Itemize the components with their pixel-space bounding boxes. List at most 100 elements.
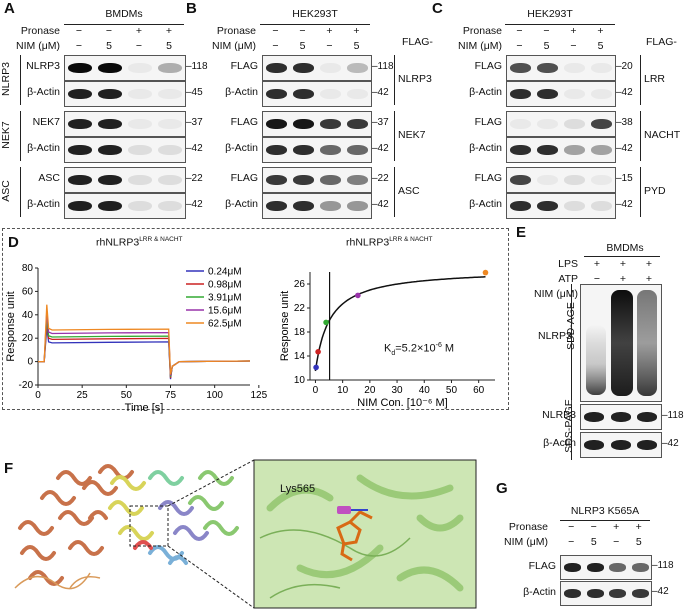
- protein-band: [510, 200, 531, 212]
- atp-label: ATP: [558, 273, 578, 285]
- protein-band: [564, 144, 585, 156]
- protein-band: [293, 200, 314, 212]
- panel-g-title: NLRP3 K565A: [570, 505, 640, 517]
- protein-band: [158, 144, 182, 156]
- protein-band: [98, 62, 122, 74]
- fit-curve: [314, 276, 486, 372]
- protein-band: [128, 200, 152, 212]
- protein-band: [510, 88, 531, 100]
- blot-strip: [506, 193, 616, 219]
- b-nim-lane-2: 5: [299, 40, 306, 52]
- group-name: NEK7: [398, 129, 426, 141]
- y-axis-label: Response unit: [279, 291, 291, 361]
- sensorgram-line: [38, 304, 251, 375]
- data-point: [482, 269, 489, 276]
- protein-band: [564, 589, 581, 598]
- data-point: [355, 292, 361, 299]
- protein-band: [609, 563, 626, 572]
- blot-strip: [560, 581, 652, 606]
- panel-letter-b: B: [186, 0, 197, 17]
- protein-band: [564, 88, 585, 100]
- molecular-weight-marker: –38: [616, 117, 633, 128]
- molecular-weight-marker: –42: [186, 143, 203, 154]
- protein-band: [266, 62, 287, 74]
- data-point: [315, 349, 321, 355]
- group-bracket: [20, 55, 21, 105]
- blot-strip: [64, 55, 186, 81]
- blot-row-label: NLRP3: [26, 60, 60, 72]
- e-lps-lane-3: +: [645, 258, 653, 270]
- blot-row-label: FLAG: [474, 116, 502, 128]
- legend-label: 62.5μM: [208, 319, 242, 330]
- blot-strip: [262, 55, 372, 81]
- group-name: LRR: [644, 73, 666, 85]
- x-tick-label: 25: [77, 390, 89, 401]
- blot-row-label: β-Actin: [27, 86, 60, 98]
- protein-band: [347, 62, 368, 74]
- protein-band: [68, 118, 92, 130]
- blot-row-label: NLRP3: [542, 409, 576, 421]
- protein-band: [320, 174, 341, 186]
- blot-row-label: β-Actin: [523, 586, 556, 598]
- molecular-weight-marker: –37: [372, 117, 389, 128]
- protein-band: [68, 174, 92, 186]
- flag-header: FLAG-: [646, 36, 677, 48]
- protein-band: [610, 412, 631, 422]
- blot-strip: [506, 167, 616, 193]
- g-pronase-lane-1: −: [568, 521, 575, 533]
- b-pronase-lane-3: +: [326, 25, 333, 37]
- y-tick-label: 20: [22, 333, 34, 344]
- blot-strip: [580, 404, 662, 430]
- group-bracket: [640, 55, 641, 105]
- molecular-weight-marker: –37: [186, 117, 203, 128]
- protein-band: [537, 88, 558, 100]
- protein-band: [591, 174, 612, 186]
- protein-band: [158, 62, 182, 74]
- protein-band: [266, 88, 287, 100]
- blot-row-label: β-Actin: [543, 437, 576, 449]
- molecular-weight-marker: –42: [616, 199, 633, 210]
- molecular-weight-marker: –118: [186, 61, 208, 72]
- nim-label: NIM (μM): [16, 40, 60, 52]
- blot-strip: [262, 193, 372, 219]
- group-bracket: [394, 55, 395, 105]
- protein-band: [320, 62, 341, 74]
- nim-label: NIM (μM): [534, 288, 578, 300]
- blot-strip: [506, 55, 616, 81]
- protein-band: [537, 174, 558, 186]
- protein-band: [537, 200, 558, 212]
- blot-row-label: β-Actin: [225, 86, 258, 98]
- molecular-weight-marker: –20: [616, 61, 633, 72]
- b-pronase-lane-2: −: [299, 25, 306, 37]
- c-pronase-lane-4: +: [597, 25, 604, 37]
- protein-band: [293, 62, 314, 74]
- molecular-weight-marker: –42: [372, 143, 389, 154]
- pronase-label: Pronase: [462, 25, 502, 37]
- protein-band: [564, 62, 585, 74]
- y-tick-label: 0: [27, 357, 33, 368]
- panel-letter-e: E: [516, 224, 527, 241]
- a-nim-lane-3: −: [135, 40, 143, 52]
- b-nim-lane-4: 5: [353, 40, 360, 52]
- protein-band: [591, 200, 612, 212]
- blot-strip: [262, 81, 372, 107]
- blot-strip: [262, 111, 372, 137]
- panel-letter-d: D: [8, 234, 19, 251]
- d-left-title: rhNLRP3LRR & NACHT: [96, 236, 183, 249]
- protein-band: [586, 589, 604, 598]
- molecular-weight-marker: –22: [372, 173, 389, 184]
- nim-label: NIM (μM): [504, 536, 548, 548]
- y-tick-label: 10: [294, 375, 306, 386]
- blot-strip: [64, 81, 186, 107]
- blot-row-label: β-Actin: [469, 142, 502, 154]
- panel-a-title: BMDMs: [105, 8, 143, 20]
- protein-band: [98, 200, 122, 212]
- g-nim-lane-2: 5: [590, 536, 597, 548]
- protein-band: [510, 62, 531, 74]
- protein-band: [564, 118, 585, 130]
- protein-band: [128, 174, 152, 186]
- pronase-label: Pronase: [508, 521, 548, 533]
- protein-band: [564, 563, 581, 572]
- a-nim-lane-2: 5: [106, 40, 112, 52]
- blot-row-label: FLAG: [528, 560, 556, 572]
